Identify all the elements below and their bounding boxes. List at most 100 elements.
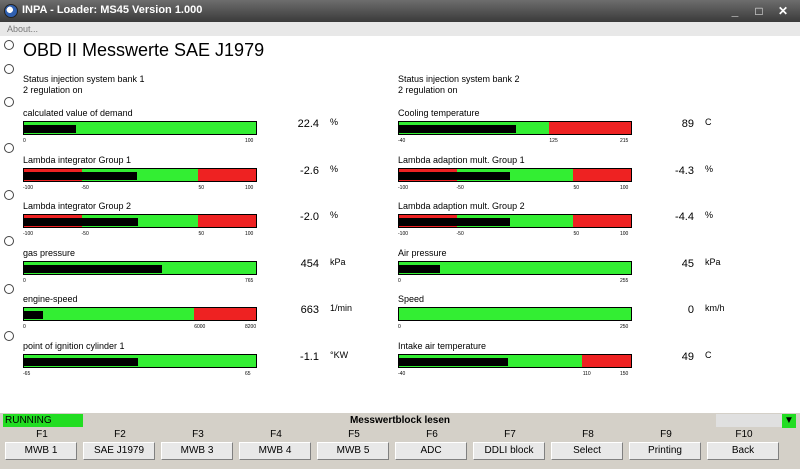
gauge-tick-label: -50 <box>456 231 464 237</box>
gauge-tick-label: -100 <box>398 231 409 237</box>
fkey-button-f1[interactable]: MWB 1 <box>5 442 77 460</box>
gauge: calculated value of demand 0 100 22.4% <box>23 108 393 152</box>
gauge: Lambda adaption mult. Group 2 -100 -50 50 10… <box>398 201 768 245</box>
gauge-bar <box>398 121 632 135</box>
fkey-button-f3[interactable]: MWB 3 <box>161 442 233 460</box>
radio-button[interactable] <box>4 143 14 153</box>
fkey-number: F2 <box>114 429 126 440</box>
gauge-label: engine-speed <box>23 294 78 304</box>
fkey-f4: F4 MWB 4 <box>237 428 315 468</box>
gauge-label: Intake air temperature <box>398 340 487 351</box>
fkey-f7: F7 DDLI block <box>471 428 549 468</box>
fkey-f3: F3 MWB 3 <box>159 428 237 468</box>
status-bank-1: Status injection system bank 1 2 regulat… <box>23 74 145 96</box>
gauge-tick-label: 0 <box>23 277 26 284</box>
gauge-tick-label: -50 <box>81 184 89 191</box>
status-bank-1-line2: 2 regulation on <box>23 85 83 95</box>
status-bank-2-line2: 2 regulation on <box>398 85 458 95</box>
radio-button[interactable] <box>4 284 14 294</box>
gauge-tick-label: 6000 <box>194 324 206 330</box>
gauge: Lambda integrator Group 2 -100 -50 50 100 -2.… <box>23 201 393 245</box>
gauge-red-zone <box>582 354 631 367</box>
gauge-label: Lambda integrator Group 2 <box>23 201 132 211</box>
fkey-number: F4 <box>270 429 282 440</box>
gauge-tick-label: 765 <box>245 277 254 284</box>
gauge: Intake air temperature -40 110 150 49 C <box>398 341 768 385</box>
gauge-label: point of ignition cylinder 1 <box>23 340 125 351</box>
gauge-tick-label: 100 <box>620 184 629 191</box>
fkey-button-f5[interactable]: MWB 5 <box>317 442 389 460</box>
radio-button[interactable] <box>4 331 14 341</box>
gauge-label: Lambda adaption mult. Group 1 <box>398 154 525 165</box>
gauge-unit: kPa <box>330 256 346 267</box>
fkey-button-f6[interactable]: ADC <box>395 442 467 460</box>
gauge-unit: % <box>330 163 339 174</box>
gauge-red-zone <box>198 215 256 227</box>
gauge-fill <box>399 357 508 366</box>
gauge-bar <box>23 167 257 182</box>
fkey-number: F10 <box>735 429 753 440</box>
fkey-button-f9[interactable]: Printing <box>629 442 701 460</box>
gauge-value: 454 <box>300 257 319 270</box>
gauge-tick-label: 125 <box>549 138 558 144</box>
gauge-fill <box>24 125 76 133</box>
radio-button[interactable] <box>4 236 14 246</box>
gauge-tick-label: 50 <box>198 231 205 237</box>
fkey-f8: F8 Select <box>549 428 627 468</box>
gauge-label: Lambda integrator Group 1 <box>23 154 132 165</box>
gauge-tick-label: -65 <box>23 370 31 377</box>
radio-button[interactable] <box>4 190 14 200</box>
gauge: Lambda adaption mult. Group 1 -100 -50 50 10… <box>398 155 768 199</box>
close-button[interactable]: ✕ <box>777 4 789 18</box>
gauge-tick-label: 0 <box>23 324 26 330</box>
gauge-tick-label: 0 <box>398 324 401 330</box>
fkey-button-f8[interactable]: Select <box>551 442 623 460</box>
gauge-value: 22.4 <box>297 118 319 130</box>
gauge: Cooling temperature -40 125 215 89 C <box>398 108 768 152</box>
menu-bar: About... <box>0 22 800 36</box>
scroll-down-icon[interactable]: ▼ <box>782 414 796 429</box>
gauge-fill <box>24 218 138 226</box>
fkey-f2: F2 SAE J1979 <box>81 428 159 468</box>
gauge-fill <box>24 264 162 273</box>
gauge: Lambda integrator Group 1 -100 -50 50 100 -2.… <box>23 155 393 199</box>
gauge-tick-label: 50 <box>198 184 205 191</box>
app-icon <box>4 4 18 18</box>
gauge-fill <box>399 125 517 133</box>
gauge-tick-label: 250 <box>620 324 629 330</box>
gauge-fill <box>399 218 510 226</box>
page-title: OBD II Messwerte SAE J1979 <box>23 40 265 60</box>
gauge-unit: % <box>330 117 339 127</box>
status-bank-2-line1: Status injection system bank 2 <box>398 74 520 84</box>
gauge-red-zone <box>573 215 631 227</box>
radio-button[interactable] <box>4 97 14 107</box>
radio-button[interactable] <box>4 40 14 50</box>
fkey-button-f4[interactable]: MWB 4 <box>239 442 311 460</box>
radio-button[interactable] <box>4 64 14 74</box>
gauge-fill <box>399 171 510 180</box>
gauge-bar <box>398 353 632 368</box>
gauge-value: -1.1 <box>300 350 319 363</box>
gauge-unit: C <box>705 349 712 360</box>
gauge-bar <box>23 307 257 321</box>
gauge-label: Speed <box>398 294 425 304</box>
gauge-bar <box>398 214 632 228</box>
gauge-label: Air pressure <box>398 247 447 258</box>
maximize-button[interactable]: □ <box>755 4 763 18</box>
status-field <box>716 414 782 427</box>
fkey-button-f7[interactable]: DDLI block <box>473 442 545 460</box>
running-indicator: RUNNING <box>3 414 83 427</box>
fkey-button-f10[interactable]: Back <box>707 442 779 460</box>
fkey-number: F6 <box>426 429 438 440</box>
gauge-fill <box>399 264 440 273</box>
gauge-tick-label: 50 <box>573 231 580 237</box>
status-bank-2: Status injection system bank 2 2 regulat… <box>398 74 520 96</box>
minimize-button[interactable]: _ <box>731 4 739 18</box>
gauge-red-zone <box>193 308 256 320</box>
gauge-tick-label: 100 <box>245 138 254 144</box>
window-title: INPA - Loader: MS45 Version 1.000 <box>22 4 203 16</box>
gauge-tick-label: 8200 <box>245 324 257 330</box>
menu-about[interactable]: About... <box>7 24 39 34</box>
fkey-button-f2[interactable]: SAE J1979 <box>83 442 155 460</box>
gauge-bar <box>23 214 257 228</box>
